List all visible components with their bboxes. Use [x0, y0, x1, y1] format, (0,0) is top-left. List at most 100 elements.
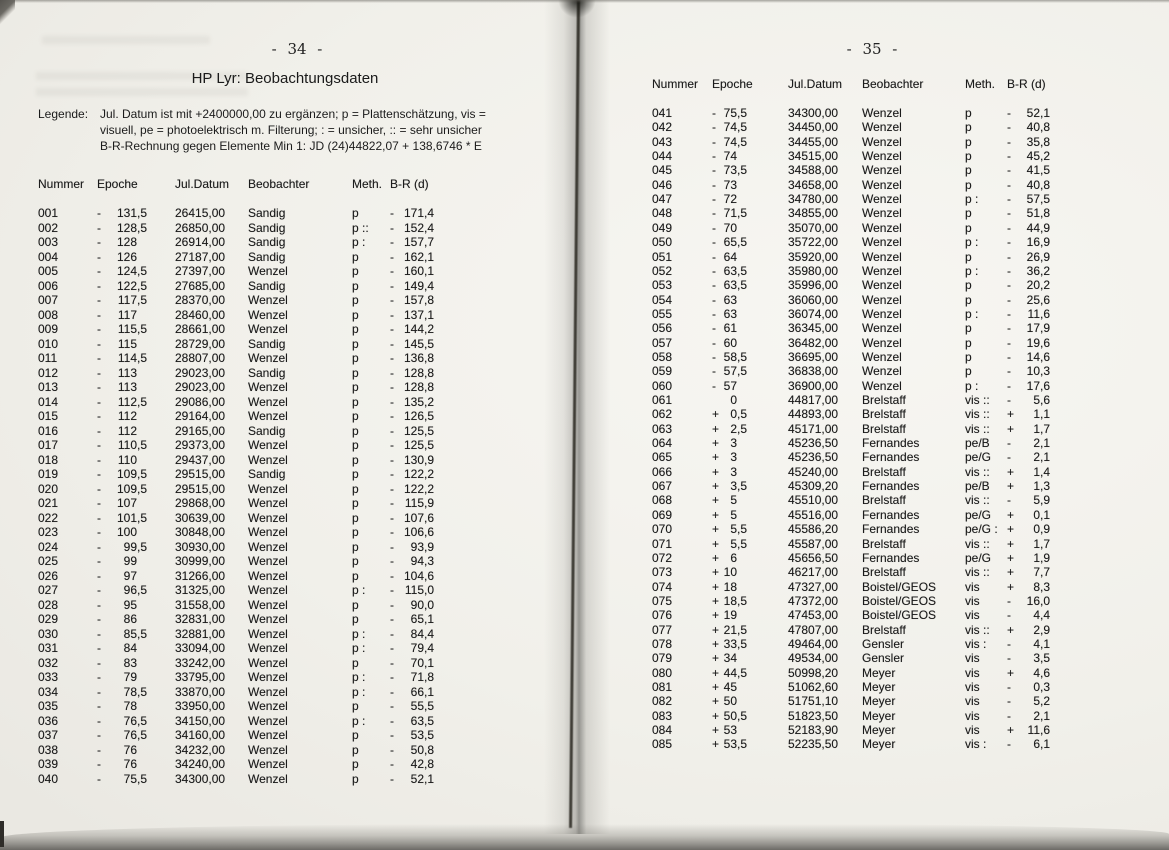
cell-juldatum: 36838,00 [788, 364, 839, 379]
cell-epoche-sign: - [97, 452, 101, 467]
cell-br-sign: + [1007, 622, 1015, 637]
cell-epoche-sign: - [97, 583, 101, 597]
cell-br-sign: - [1007, 651, 1011, 666]
cell-br-int: 1 [1033, 550, 1040, 565]
cell-br-dec: ,9 [1040, 235, 1051, 250]
cell-meth: vis : [965, 737, 987, 752]
cell-br-sign: - [1007, 450, 1011, 465]
cell-br-int: 17 [1026, 321, 1040, 336]
cell-epoche-sign: - [97, 713, 101, 728]
cell-juldatum: 33795,00 [175, 670, 226, 684]
cell-beobachter: Wenzel [862, 321, 902, 336]
cell-beobachter: Wenzel [248, 264, 288, 278]
cell-br-dec: ,6 [1040, 335, 1051, 350]
cell-nummer: 013 [38, 380, 59, 394]
cell-beobachter: Wenzel [248, 394, 288, 409]
cell-epoche-dec: ,5 [137, 684, 148, 699]
cell-br-sign: - [390, 612, 394, 626]
cell-meth: p [352, 597, 359, 612]
cell-meth: p [352, 481, 359, 496]
table-row: 065 +3 45236,50 Fernandes pe/G - 2,1 [584, 450, 1169, 464]
cell-br-int: 71 [410, 670, 424, 684]
cell-br-sign: + [1007, 407, 1015, 422]
cell-br-sign: - [390, 539, 394, 554]
cell-br-dec: ,3 [1040, 680, 1051, 694]
cell-juldatum: 28661,00 [175, 322, 226, 336]
cell-br-int: 2 [1033, 450, 1040, 465]
cell-epoche-dec: ,5 [137, 351, 148, 365]
cell-br-int: 11 [1027, 306, 1040, 321]
cell-nummer: 051 [652, 249, 673, 264]
cell-meth: p : [352, 583, 366, 597]
cell-epoche-sign: - [97, 278, 101, 293]
cell-epoche-int: 112 [117, 423, 137, 438]
cell-epoche-dec: ,5 [737, 206, 748, 221]
cell-br-dec: ,1 [424, 612, 435, 626]
cell-br-int: 6 [1033, 737, 1040, 752]
cell-epoche-sign: + [712, 737, 720, 752]
cell-epoche-int: 64 [723, 249, 737, 264]
cell-epoche-int: 61 [723, 321, 737, 336]
cell-br-dec: ,1 [1040, 737, 1051, 752]
cell-br-dec: ,1 [424, 655, 435, 670]
legend-line: B-R-Rechnung gegen Elemente Min 1: JD (2… [100, 139, 482, 153]
cell-nummer: 019 [38, 467, 59, 481]
cell-juldatum: 26415,00 [175, 206, 226, 220]
cell-epoche-sign: - [712, 106, 716, 120]
cell-br-dec: ,7 [1040, 565, 1051, 580]
cell-epoche-int: 115 [117, 322, 137, 336]
cell-epoche-int: 113 [117, 365, 137, 380]
cell-nummer: 027 [38, 583, 59, 597]
cell-br-int: 70 [410, 655, 424, 670]
cell-br-dec: ,1 [1040, 708, 1051, 723]
cell-epoche-sign: - [97, 351, 101, 365]
cell-br-dec: ,6 [424, 568, 435, 583]
cell-br-dec: ,8 [424, 670, 435, 684]
cell-beobachter: Sandig [248, 220, 286, 235]
cell-br-dec: ,3 [424, 554, 435, 568]
cell-br-int: 93 [410, 539, 424, 554]
cell-juldatum: 33094,00 [175, 641, 226, 655]
table-row: 026-97 31266,00 Wenzel p -104,6 [0, 569, 584, 583]
cell-br-sign: + [1007, 550, 1015, 565]
cell-epoche-int: 95 [123, 597, 137, 612]
cell-br-dec: ,8 [424, 293, 435, 307]
table-row: 066 +3 45240,00 Brelstaff vis :: +1,4 [584, 465, 1169, 479]
cell-meth: vis :: [965, 493, 990, 508]
cell-br-sign: - [390, 771, 394, 786]
cell-epoche-sign: + [712, 479, 720, 494]
table-row: 078 +33,5 49464,00 Gensler vis : - 4,1 [584, 637, 1169, 651]
table-row: 030 - 85,5 32881,00 Wenzel p : - 84,4 [0, 627, 584, 641]
table-row: 040 - 75,5 34300,00 Wenzel p - 52,1 [0, 772, 584, 786]
cell-epoche-sign: - [712, 263, 716, 278]
cell-nummer: 036 [38, 713, 59, 728]
cell-br-int: 1 [1033, 536, 1040, 551]
cell-br-sign: - [1007, 249, 1011, 264]
cell-br-dec: ,5 [424, 409, 435, 423]
cell-br-dec: ,6 [424, 510, 435, 525]
cell-epoche-dec: ,5 [737, 593, 748, 608]
cell-juldatum: 45656,50 [788, 550, 839, 565]
cell-br-dec: ,6 [1040, 349, 1051, 364]
table-row: 068 +5 45510,00 Brelstaff vis :: -5,9 [584, 493, 1169, 507]
cell-epoche-int: 74 [723, 149, 737, 164]
cell-epoche-dec: ,5 [137, 583, 148, 597]
cell-br-dec: ,6 [424, 525, 435, 539]
table-row: 045-73,5 34588,00 Wenzel p -41,5 [584, 163, 1169, 177]
cell-juldatum: 45236,50 [788, 450, 839, 465]
cell-meth: p [965, 149, 972, 164]
table-row: 018-110 29437,00 Wenzel p -130,9 [0, 453, 584, 467]
cell-beobachter: Meyer [862, 694, 896, 709]
table-row: 060-57 36900,00 Wenzel p : -17,6 [584, 379, 1169, 393]
cell-br-dec: ,8 [1040, 177, 1051, 192]
cell-juldatum: 28460,00 [175, 307, 226, 322]
cell-br-int: 40 [1026, 177, 1040, 192]
cell-meth: p [352, 554, 359, 568]
cell-epoche-sign: - [97, 597, 101, 612]
cell-epoche-int: 122 [116, 278, 137, 293]
cell-meth: p [352, 380, 359, 394]
cell-juldatum: 29515,00 [175, 467, 226, 481]
cell-nummer: 060 [652, 378, 673, 393]
cell-juldatum: 49534,00 [788, 651, 839, 666]
cell-br-dec: ,9 [424, 539, 435, 554]
